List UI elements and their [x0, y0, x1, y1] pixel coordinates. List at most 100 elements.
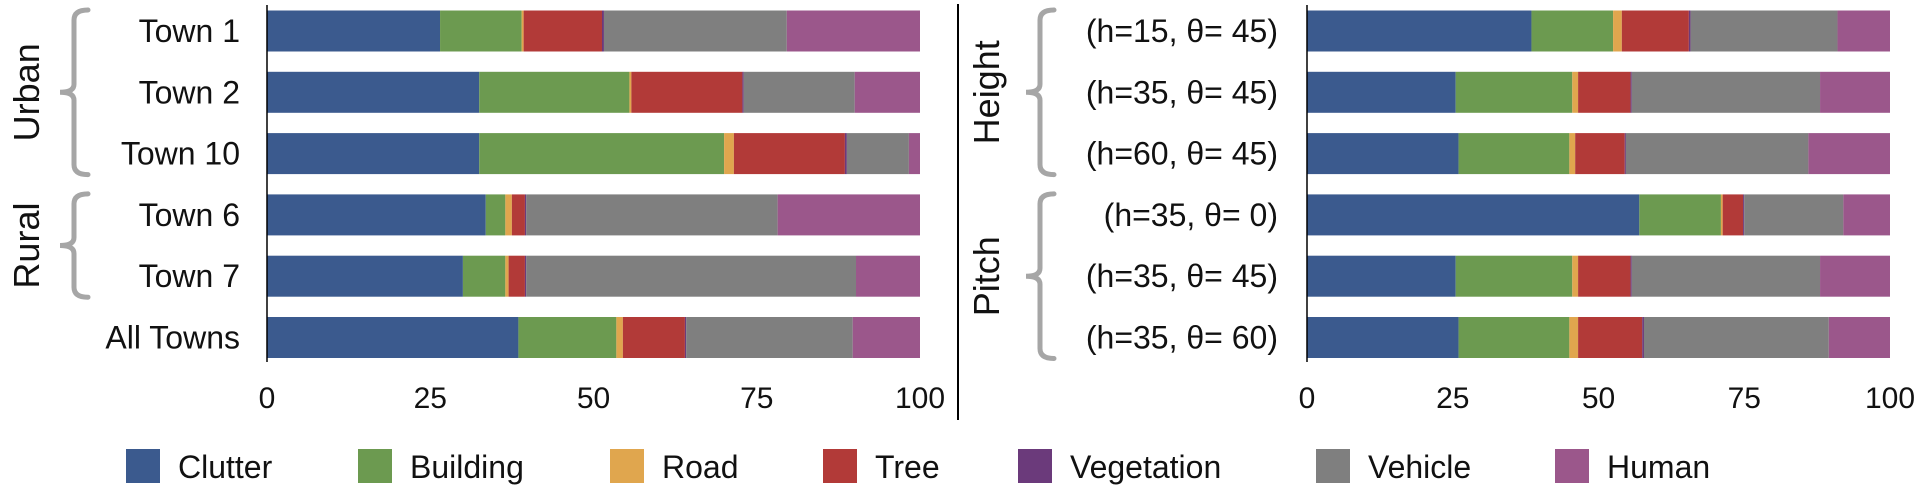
- bar-segment-vegetation-town-7: [524, 255, 527, 297]
- legend-label-building: Building: [410, 449, 524, 485]
- bar-segment-vehicle-all-towns: [686, 317, 853, 358]
- bar-segment-clutter-town-1: [267, 10, 441, 52]
- bar-segment-vehicle-town-1: [603, 10, 787, 52]
- x-tick-label-50: 50: [577, 382, 610, 415]
- bar-segment-tree-town-1: [523, 10, 602, 52]
- group-label-rural: Rural: [6, 203, 47, 289]
- bar-segment-vehicle-town-6: [526, 194, 778, 236]
- bar-segment-human-town-2: [854, 71, 920, 113]
- bar-segment-building-h-15-45: [1531, 10, 1614, 52]
- bar-segment-road-town-6: [505, 194, 512, 236]
- group-label-height: Height: [966, 40, 1007, 144]
- bar-segment-road-town-10: [724, 133, 734, 175]
- category-label-h-35-45: (h=35, θ= 45): [1086, 74, 1278, 110]
- x-tick-label-0: 0: [259, 382, 276, 415]
- legend-label-human: Human: [1607, 449, 1710, 485]
- bar-segment-building-h-60-45: [1458, 133, 1570, 175]
- bar-segment-vehicle-town-7: [526, 255, 857, 297]
- category-label-town-6: Town 6: [139, 197, 240, 233]
- bar-segment-road-h-35-45: [1572, 71, 1579, 113]
- category-label-town-1: Town 1: [139, 13, 240, 49]
- group-brace-urban: [59, 7, 91, 178]
- bar-segment-road-town-7: [505, 255, 509, 297]
- bar-segment-tree-town-2: [631, 71, 743, 113]
- bar-segment-building-town-2: [479, 71, 630, 113]
- bar-segment-tree-town-10: [733, 133, 845, 175]
- bar-segment-clutter-h-35-45: [1307, 71, 1456, 113]
- bar-segment-building-town-10: [479, 133, 725, 175]
- category-label-town-10: Town 10: [121, 136, 240, 172]
- group-brace-rural: [59, 191, 91, 300]
- bar-segment-tree-h-35-45: [1578, 255, 1631, 297]
- bar-segment-human-h-35-60: [1828, 317, 1890, 358]
- bar-segment-human-h-60-45: [1808, 133, 1890, 175]
- legend-swatch-vegetation: [1018, 449, 1052, 483]
- bar-segment-building-h-35-60: [1458, 317, 1570, 358]
- legend-label-vegetation: Vegetation: [1070, 449, 1221, 485]
- x-tick-label-75: 75: [1728, 382, 1761, 415]
- bar-segment-human-town-7: [856, 255, 920, 297]
- bar-segment-human-h-35-45: [1820, 255, 1890, 297]
- bar-segment-road-h-15-45: [1613, 10, 1622, 52]
- group-brace-height: [1025, 7, 1057, 178]
- bar-segment-vehicle-town-2: [743, 71, 855, 113]
- bar-segment-vegetation-town-1: [601, 10, 604, 52]
- bar-segment-building-town-1: [440, 10, 522, 52]
- bar-segment-road-all-towns: [616, 317, 623, 358]
- bar-segment-building-all-towns: [518, 317, 617, 358]
- x-tick-label-100: 100: [1865, 382, 1915, 415]
- bar-segment-tree-h-35-60: [1578, 317, 1643, 358]
- bar-segment-clutter-h-35-45: [1307, 255, 1456, 297]
- group-label-urban: Urban: [6, 43, 47, 141]
- bar-segment-vehicle-h-15-45: [1690, 10, 1838, 52]
- bar-segment-human-town-10: [908, 133, 920, 175]
- legend-swatch-clutter: [126, 449, 160, 483]
- legend-swatch-road: [610, 449, 644, 483]
- right-chart-panel: (h=15, θ= 45) (h=35, θ= 45) (h=60, θ= 45) (…: [966, 5, 1915, 415]
- bar-segment-human-h-35-0: [1843, 194, 1890, 236]
- bar-segment-vehicle-h-35-60: [1643, 317, 1829, 358]
- legend-label-tree: Tree: [875, 449, 940, 485]
- legend-swatch-building: [358, 449, 392, 483]
- bar-segment-building-town-7: [462, 255, 506, 297]
- bar-segment-tree-h-15-45: [1621, 10, 1689, 52]
- x-tick-label-100: 100: [895, 382, 945, 415]
- bar-segment-vehicle-h-35-0: [1744, 194, 1844, 236]
- bar-segment-tree-h-35-0: [1722, 194, 1744, 236]
- x-tick-label-25: 25: [414, 382, 447, 415]
- bar-segment-tree-all-towns: [622, 317, 685, 358]
- bar-segment-vehicle-h-35-45: [1631, 71, 1821, 113]
- bar-segment-vehicle-town-10: [846, 133, 909, 175]
- bar-segment-human-h-15-45: [1837, 10, 1890, 52]
- bar-segment-road-h-35-0: [1720, 194, 1723, 236]
- legend-label-road: Road: [662, 449, 739, 485]
- category-label-town-7: Town 7: [139, 258, 240, 294]
- bar-segment-road-town-2: [629, 71, 632, 113]
- bar-segment-clutter-town-7: [267, 255, 463, 297]
- bar-segment-vegetation-h-35-60: [1642, 317, 1644, 358]
- x-tick-label-0: 0: [1299, 382, 1316, 415]
- bar-segment-building-h-35-45: [1455, 71, 1573, 113]
- group-brace-pitch: [1025, 191, 1057, 361]
- bar-segment-vehicle-h-60-45: [1625, 133, 1809, 175]
- legend-swatch-tree: [823, 449, 857, 483]
- category-label-town-2: Town 2: [139, 74, 240, 110]
- x-tick-label-50: 50: [1582, 382, 1615, 415]
- x-tick-label-25: 25: [1436, 382, 1469, 415]
- category-label-h-35-0: (h=35, θ= 0): [1104, 197, 1278, 233]
- group-label-pitch: Pitch: [966, 236, 1007, 316]
- bar-segment-human-town-6: [777, 194, 920, 236]
- bar-segment-clutter-town-10: [267, 133, 480, 175]
- bar-segment-tree-h-35-45: [1578, 71, 1631, 113]
- bar-segment-building-h-35-0: [1639, 194, 1721, 236]
- bar-segment-vegetation-town-2: [742, 71, 744, 113]
- bar-segment-clutter-h-60-45: [1307, 133, 1459, 175]
- bar-segment-vegetation-h-35-45: [1630, 255, 1632, 297]
- x-tick-label-75: 75: [740, 382, 773, 415]
- bar-segment-road-town-1: [521, 10, 524, 52]
- bar-segment-road-h-60-45: [1569, 133, 1576, 175]
- bar-segment-tree-town-7: [508, 255, 525, 297]
- legend-swatch-human: [1555, 449, 1589, 483]
- bar-segment-vegetation-h-35-0: [1743, 194, 1745, 236]
- bar-segment-human-town-1: [786, 10, 920, 52]
